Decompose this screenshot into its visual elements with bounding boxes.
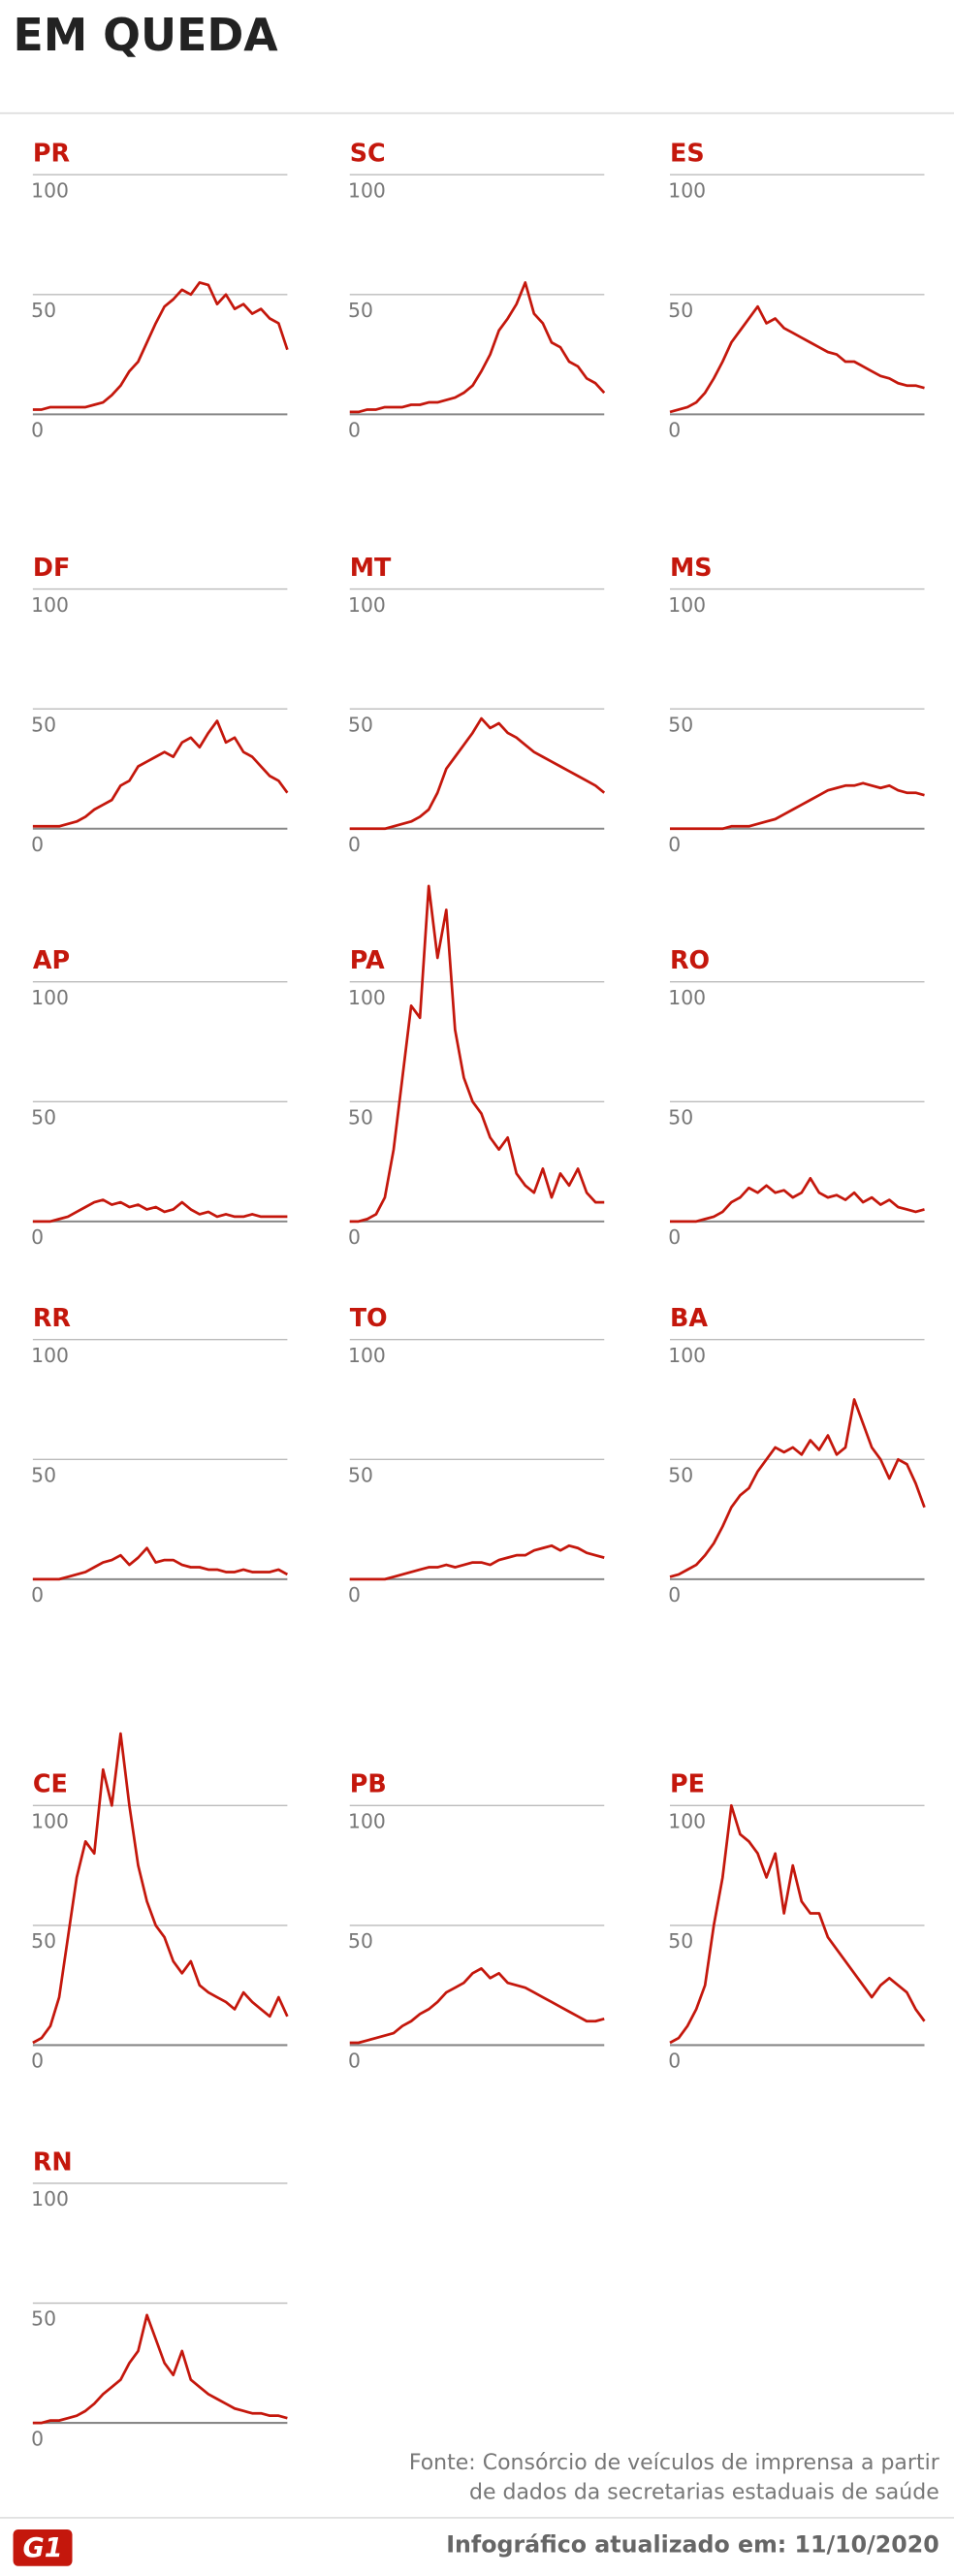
y-tick-label: 0 xyxy=(348,833,361,856)
chart-title: RO xyxy=(670,946,710,975)
update-note: Infográfico atualizado em: 11/10/2020 xyxy=(446,2531,939,2559)
y-tick-label: 100 xyxy=(31,593,69,617)
y-tick-label: 0 xyxy=(31,1225,44,1249)
data-line xyxy=(669,1398,926,1578)
chart-title: AP xyxy=(33,946,70,975)
y-tick-label: 50 xyxy=(668,1929,693,1953)
y-tick-label: 100 xyxy=(348,1809,386,1832)
y-tick-label: 100 xyxy=(668,593,706,617)
y-tick-label: 50 xyxy=(348,1463,373,1486)
y-tick-label: 0 xyxy=(348,418,361,441)
y-tick-label: 0 xyxy=(668,833,681,856)
data-line xyxy=(670,781,925,831)
chart-title: RR xyxy=(33,1304,71,1333)
y-tick-label: 50 xyxy=(31,299,56,322)
y-tick-label: 100 xyxy=(348,1344,386,1367)
y-tick-label: 0 xyxy=(348,2050,361,2073)
data-line xyxy=(349,1543,605,1581)
data-line xyxy=(32,719,289,828)
y-tick-label: 0 xyxy=(31,2427,44,2450)
y-tick-label: 100 xyxy=(668,1344,706,1367)
y-tick-label: 100 xyxy=(668,986,706,1009)
data-line xyxy=(349,1967,605,2045)
page-title: EM QUEDA xyxy=(14,9,279,61)
data-line xyxy=(32,281,289,411)
y-tick-label: 50 xyxy=(668,1463,693,1486)
y-tick-label: 50 xyxy=(348,713,373,736)
chart-title: CE xyxy=(33,1770,68,1799)
source-line: de dados da secretarias estaduais de saú… xyxy=(469,2480,939,2505)
y-tick-label: 100 xyxy=(31,2187,69,2210)
y-tick-label: 50 xyxy=(31,1929,56,1953)
y-tick-label: 50 xyxy=(31,2307,56,2331)
chart-title: RN xyxy=(33,2147,73,2177)
data-line xyxy=(669,304,925,414)
data-line xyxy=(32,2313,288,2425)
logo-box xyxy=(13,2528,73,2566)
chart-title: BA xyxy=(670,1304,708,1333)
y-tick-label: 50 xyxy=(668,299,693,322)
y-tick-label: 0 xyxy=(31,2050,44,2073)
data-line xyxy=(670,1176,925,1224)
chart-title: PR xyxy=(33,140,70,169)
y-tick-label: 100 xyxy=(348,986,386,1009)
y-tick-label: 50 xyxy=(348,1929,373,1953)
y-tick-label: 100 xyxy=(668,178,706,202)
y-tick-label: 50 xyxy=(668,1105,693,1129)
y-tick-label: 100 xyxy=(668,1809,706,1832)
chart-title: SC xyxy=(350,140,386,169)
data-line xyxy=(32,1732,289,2045)
y-tick-label: 0 xyxy=(668,2050,681,2073)
y-tick-label: 0 xyxy=(31,1583,44,1606)
y-tick-label: 100 xyxy=(31,1344,69,1367)
y-tick-label: 0 xyxy=(668,1583,681,1606)
y-tick-label: 50 xyxy=(348,1105,373,1129)
y-tick-label: 50 xyxy=(31,1105,56,1129)
chart-title: MS xyxy=(670,554,713,583)
y-tick-label: 0 xyxy=(668,1225,681,1249)
logo: G1 xyxy=(22,2533,62,2563)
y-tick-label: 0 xyxy=(31,418,44,441)
y-tick-label: 100 xyxy=(348,178,386,202)
chart-title: MT xyxy=(350,554,392,583)
chart-title: PA xyxy=(350,946,385,975)
y-tick-label: 0 xyxy=(348,1225,361,1249)
chart-title: PB xyxy=(350,1770,387,1799)
data-line xyxy=(32,1198,288,1224)
chart-title: ES xyxy=(670,140,705,169)
y-tick-label: 50 xyxy=(31,713,56,736)
data-line xyxy=(669,1803,926,2045)
y-tick-label: 0 xyxy=(348,1583,361,1606)
y-tick-label: 50 xyxy=(348,299,373,322)
y-tick-label: 50 xyxy=(668,713,693,736)
y-tick-label: 0 xyxy=(668,418,681,441)
y-tick-label: 100 xyxy=(31,986,69,1009)
chart-title: PE xyxy=(670,1770,705,1799)
data-line xyxy=(349,281,606,414)
source-line: Fonte: Consórcio de veículos de imprensa… xyxy=(409,2450,940,2475)
y-tick-label: 100 xyxy=(31,178,69,202)
chart-title: DF xyxy=(33,554,70,583)
data-line xyxy=(349,716,606,831)
y-tick-label: 50 xyxy=(31,1463,56,1486)
y-tick-label: 100 xyxy=(31,1809,69,1832)
y-tick-label: 100 xyxy=(348,593,386,617)
data-line xyxy=(32,1546,289,1581)
data-line xyxy=(349,884,605,1224)
y-tick-label: 0 xyxy=(31,833,44,856)
chart-title: TO xyxy=(350,1304,388,1333)
